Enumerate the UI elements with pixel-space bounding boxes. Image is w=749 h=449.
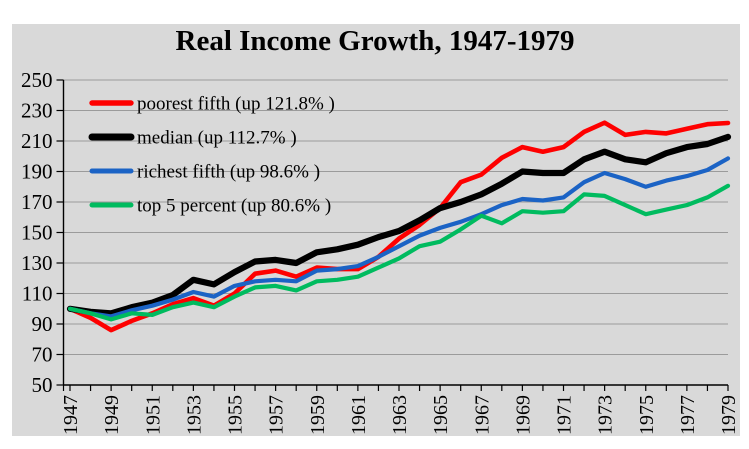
legend-item-richest-fifth: richest fifth (up 98.6% ) (89, 162, 320, 183)
x-tick-label: 1959 (307, 395, 329, 435)
y-tick-label: 190 (21, 160, 53, 184)
x-tick-label: 1969 (512, 395, 534, 435)
y-tick-label: 130 (21, 251, 53, 275)
y-tick-label: 230 (21, 99, 53, 123)
x-tick-label: 1975 (636, 395, 658, 435)
y-tick-label: 70 (32, 343, 53, 367)
legend-item-poorest-fifth: poorest fifth (up 121.8% ) (89, 94, 335, 115)
y-tick-label: 170 (21, 190, 53, 214)
chart-canvas (12, 24, 740, 436)
chart-title: Real Income Growth, 1947-1979 (176, 25, 575, 57)
y-tick-label: 210 (21, 129, 53, 153)
x-tick-label: 1971 (554, 395, 576, 435)
legend-label-top-5-percent: top 5 percent (up 80.6% ) (137, 196, 331, 217)
y-tick-label: 90 (32, 312, 53, 336)
y-tick-label: 110 (22, 282, 53, 306)
x-tick-label: 1955 (225, 395, 247, 435)
legend-label-richest-fifth: richest fifth (up 98.6% ) (137, 162, 320, 183)
series-lines (66, 120, 732, 333)
y-tick-label: 50 (32, 373, 53, 397)
y-tick-label: 150 (21, 221, 53, 245)
x-tick-label: 1947 (60, 395, 82, 435)
legend-label-poorest-fifth: poorest fifth (up 121.8% ) (137, 94, 335, 115)
x-tick-label: 1967 (471, 395, 493, 435)
x-tick-label: 1965 (430, 395, 452, 435)
series-line-top-5-percent (67, 183, 731, 322)
legend-item-top-5-percent: top 5 percent (up 80.6% ) (89, 196, 331, 217)
x-tick-label: 1961 (348, 395, 370, 435)
y-tick-label: 250 (21, 68, 53, 92)
legend-label-median: median (up 112.7% ) (137, 128, 297, 149)
x-tick-label: 1973 (595, 395, 617, 435)
x-tick-label: 1979 (718, 395, 740, 435)
x-tick-label: 1953 (183, 395, 205, 435)
x-tick-label: 1951 (142, 395, 164, 435)
series-line-poorest-fifth (67, 120, 731, 333)
legend-item-median: median (up 112.7% ) (88, 128, 297, 149)
series-line-median (66, 133, 732, 317)
x-tick-label: 1977 (677, 395, 699, 435)
series-line-richest-fifth (67, 156, 731, 319)
x-tick-label: 1949 (101, 395, 123, 435)
x-tick-label: 1957 (266, 395, 288, 435)
axes: 50 70 90 110 130 150 170 190 210 230 250 1947 1949 19… (21, 68, 740, 435)
legend: poorest fifth (up 121.8% ) median (up 112… (88, 94, 335, 217)
x-tick-label: 1963 (389, 395, 411, 435)
